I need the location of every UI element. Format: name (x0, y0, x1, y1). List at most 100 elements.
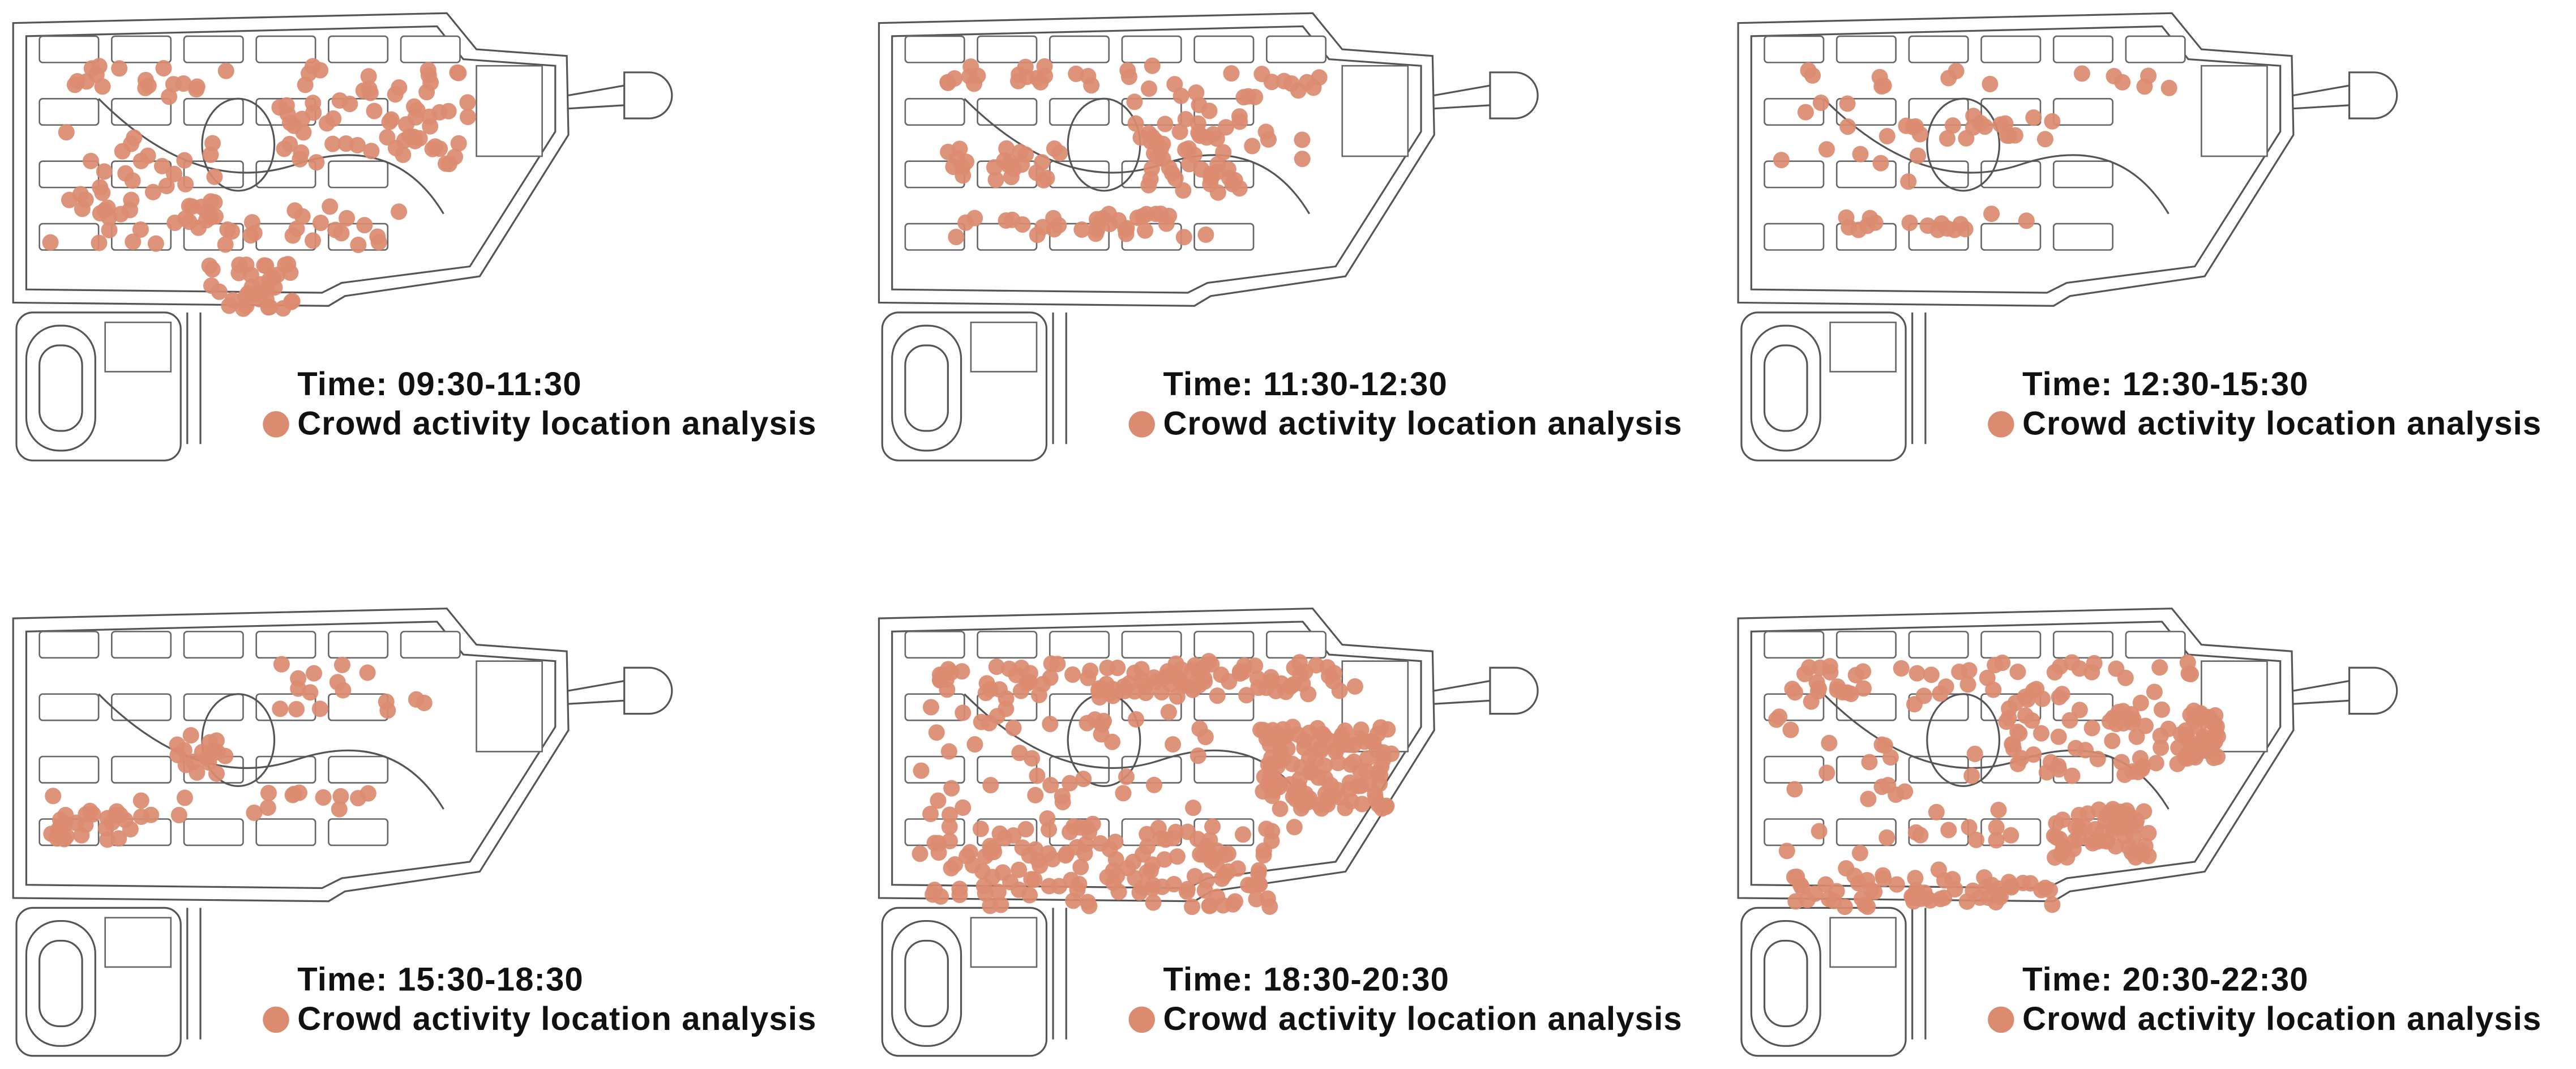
building (400, 631, 461, 659)
activity-dot (1008, 666, 1025, 683)
activity-dot (2180, 665, 2197, 682)
activity-dot (125, 233, 142, 250)
activity-dot (1875, 867, 1892, 884)
activity-dot (99, 199, 116, 216)
activity-dot (1377, 798, 1394, 815)
building (38, 35, 100, 63)
legend-label: Crowd activity location analysis (297, 1000, 816, 1037)
activity-dot (1156, 851, 1173, 868)
activity-dot (994, 864, 1011, 881)
activity-dot (221, 297, 238, 314)
entrance-road (1434, 679, 1491, 705)
activity-dot (2192, 705, 2209, 722)
building (111, 97, 172, 126)
activity-dot (144, 183, 161, 200)
activity-dot (305, 95, 322, 112)
activity-dot (982, 777, 999, 794)
activity-dot (391, 79, 408, 96)
activity-dot (1044, 850, 1061, 867)
activity-dot (955, 704, 972, 721)
building (1764, 223, 1825, 251)
activity-dot (1063, 871, 1080, 888)
building (904, 631, 965, 659)
activity-dot (1099, 660, 1116, 677)
building (328, 631, 389, 659)
activity-dot (1358, 763, 1375, 780)
activity-dot (1077, 836, 1094, 853)
activity-dot (1145, 876, 1162, 893)
activity-dot (2025, 746, 2042, 763)
activity-dot (951, 140, 968, 157)
activity-dot (1010, 72, 1027, 89)
activity-dot (2019, 691, 2036, 708)
activity-dot (96, 163, 113, 180)
activity-dot (1821, 734, 1838, 751)
activity-dot (101, 221, 118, 238)
activity-dot (325, 110, 342, 127)
building (255, 631, 316, 659)
activity-dot (1160, 704, 1177, 721)
activity-dot (2153, 739, 2170, 756)
activity-dot (2018, 212, 2035, 229)
activity-dot (1027, 786, 1044, 803)
activity-dot (1266, 731, 1283, 748)
activity-dot (1191, 127, 1208, 144)
activity-dot (1878, 127, 1895, 145)
activity-dot (1087, 225, 1104, 242)
activity-dot (1042, 777, 1059, 794)
activity-dot (211, 283, 228, 300)
activity-dot (311, 700, 328, 717)
activity-dot (1140, 177, 1157, 194)
building (111, 755, 172, 784)
building (904, 35, 965, 63)
activity-dot (1045, 209, 1062, 226)
activity-dot (281, 135, 298, 152)
activity-dot (981, 715, 998, 732)
activity-dot (182, 727, 199, 744)
activity-dot (1157, 116, 1174, 132)
activity-dot (2151, 659, 2168, 676)
activity-dot (133, 808, 150, 825)
entrance-loop (2348, 71, 2398, 119)
building (38, 631, 100, 659)
activity-dot (961, 68, 978, 85)
activity-dot (2064, 767, 2081, 784)
activity-dot (177, 176, 194, 193)
activity-dot (78, 806, 95, 823)
activity-dot (1231, 108, 1248, 125)
activity-dot (1140, 125, 1157, 142)
activity-dot (315, 789, 332, 806)
building (1049, 35, 1110, 63)
school-building (1829, 321, 1897, 373)
activity-dot (1786, 684, 1803, 701)
activity-dot (1248, 891, 1265, 908)
activity-dot (438, 155, 455, 172)
activity-dot (2044, 896, 2061, 913)
activity-dot (1796, 665, 1813, 682)
activity-dot (1976, 118, 1993, 135)
activity-dot (1994, 655, 2011, 672)
activity-dot (1125, 853, 1142, 870)
activity-dot (2001, 127, 2018, 144)
activity-dot (391, 203, 408, 220)
activity-dot (183, 198, 200, 215)
activity-dot (360, 68, 377, 85)
activity-dot (1966, 745, 1983, 762)
activity-dot (1121, 675, 1138, 692)
side-building (476, 660, 543, 752)
activity-dot (405, 129, 422, 146)
activity-dot (1095, 712, 1112, 729)
activity-dot (2083, 664, 2100, 681)
activity-dot (1005, 827, 1022, 844)
activity-dot (2076, 819, 2093, 836)
activity-dot (940, 743, 957, 760)
activity-dot (1375, 744, 1392, 761)
site-outline (12, 608, 570, 903)
activity-dot (260, 785, 277, 802)
activity-dot (955, 799, 972, 816)
activity-dot (1308, 657, 1325, 674)
activity-dot (922, 805, 939, 823)
activity-dot (292, 151, 309, 168)
activity-dot (1862, 209, 1878, 226)
activity-dot (1175, 182, 1192, 199)
